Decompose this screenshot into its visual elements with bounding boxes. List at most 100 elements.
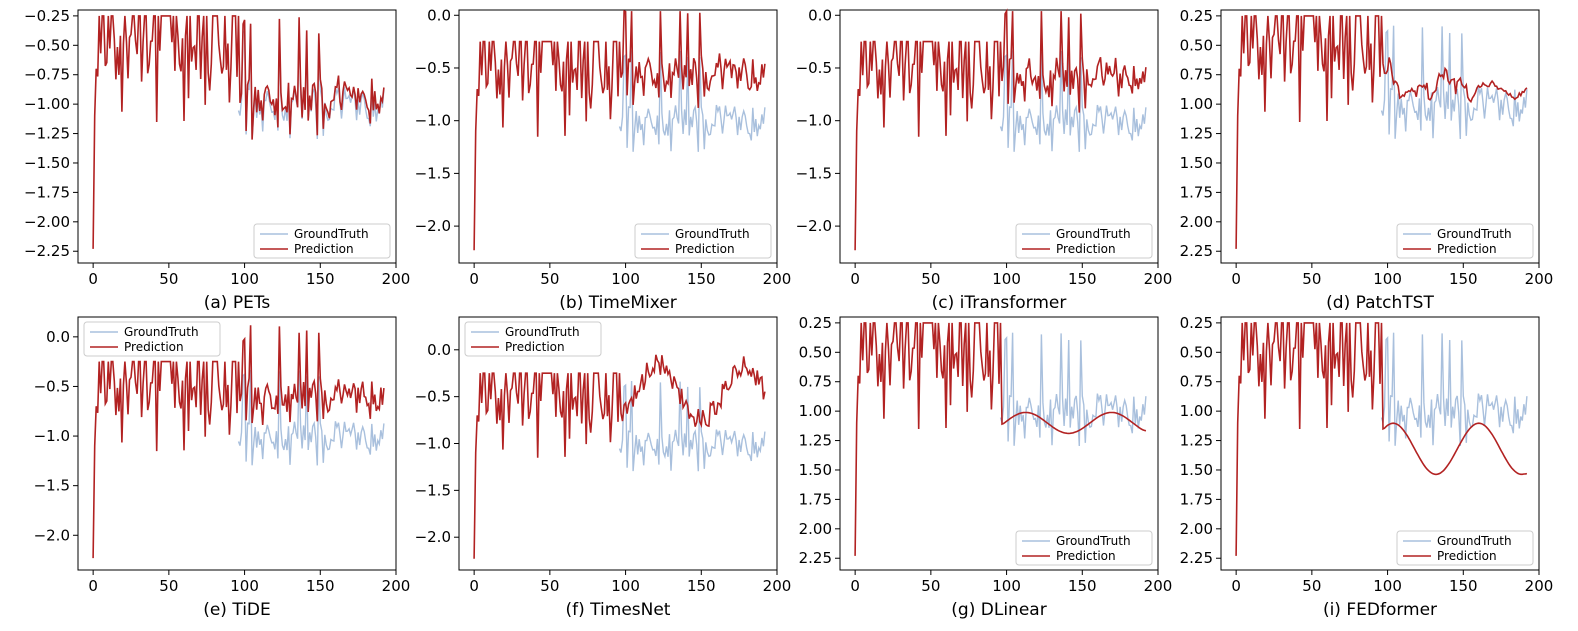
y-tick-label: −1.5 xyxy=(415,164,451,182)
x-tick-label: 0 xyxy=(850,270,860,288)
y-tick-label: −1.5 xyxy=(796,164,832,182)
y-tick-label: 0.25 xyxy=(1180,314,1213,332)
panel-caption: (c) iTransformer xyxy=(932,293,1067,313)
prediction-line xyxy=(1235,15,1528,249)
y-tick-label: 2.25 xyxy=(799,549,832,567)
y-tick-label: 1.75 xyxy=(799,490,832,508)
x-tick-label: 150 xyxy=(1068,270,1097,288)
y-tick-label: 0.0 xyxy=(46,328,70,346)
y-tick-label: 0.25 xyxy=(1180,7,1213,25)
ground-truth-line xyxy=(237,25,385,140)
legend-label: GroundTruth xyxy=(1056,534,1131,548)
y-tick-label: 0.0 xyxy=(427,341,451,359)
axes-frame xyxy=(77,9,397,264)
y-tick-label: 2.00 xyxy=(1180,213,1213,231)
y-tick-label: 2.00 xyxy=(799,520,832,538)
x-tick-label: 100 xyxy=(230,270,259,288)
chart-panel-2: 0 50 100 150 200 0.0 −0.5 −1.0 −1.5 −2.0 GroundTru… xyxy=(415,6,792,313)
ground-truth-line xyxy=(237,369,385,466)
y-tick-label: 1.50 xyxy=(1180,461,1213,479)
panel-caption: (a) PETs xyxy=(204,293,271,313)
y-tick-label: −1.5 xyxy=(34,477,70,495)
y-tick-label: 0.75 xyxy=(1180,66,1213,84)
legend-label: Prediction xyxy=(1056,549,1116,563)
x-tick-label: 200 xyxy=(763,270,792,288)
y-tick-label: 1.75 xyxy=(1180,183,1213,201)
x-tick-label: 150 xyxy=(306,270,335,288)
x-tick-label: 200 xyxy=(1144,577,1173,595)
y-tick-label: −1.25 xyxy=(24,125,70,143)
y-tick-label: 1.00 xyxy=(799,402,832,420)
chart-panel-5: 0 50 100 150 200 0.0 −0.5 −1.0 −1.5 −2.0 GroundTru… xyxy=(34,316,410,620)
x-tick-label: 50 xyxy=(1302,270,1321,288)
chart-panel-4: 0 50 100 150 200 0.25 0.50 0.75 1.00 1.25 1.50 1.75… xyxy=(1180,7,1554,313)
y-tick-label: −2.0 xyxy=(415,528,451,546)
y-tick-label: 1.25 xyxy=(799,432,832,450)
y-tick-label: −0.50 xyxy=(24,36,70,54)
legend-label: Prediction xyxy=(124,340,184,354)
y-tick-label: −0.5 xyxy=(796,59,832,77)
y-tick-label: −1.5 xyxy=(415,481,451,499)
y-tick-label: −1.0 xyxy=(796,112,832,130)
y-tick-label: −0.5 xyxy=(415,388,451,406)
panel-caption: (d) PatchTST xyxy=(1326,293,1434,313)
panel-caption: (f) TimesNet xyxy=(566,600,671,620)
legend-label: Prediction xyxy=(1437,549,1497,563)
legend-label: Prediction xyxy=(1437,242,1497,256)
legend-label: GroundTruth xyxy=(1437,534,1512,548)
y-tick-label: −1.0 xyxy=(34,427,70,445)
x-tick-label: 200 xyxy=(1525,270,1554,288)
y-tick-label: −0.25 xyxy=(24,7,70,25)
axes-frame xyxy=(839,9,1159,264)
y-tick-label: 1.50 xyxy=(1180,154,1213,172)
y-tick-label: −2.0 xyxy=(415,217,451,235)
y-tick-label: −2.0 xyxy=(796,217,832,235)
legend-label: GroundTruth xyxy=(1437,227,1512,241)
y-tick-label: −0.5 xyxy=(415,59,451,77)
x-tick-label: 50 xyxy=(921,270,940,288)
x-tick-label: 50 xyxy=(540,270,559,288)
y-tick-label: −1.00 xyxy=(24,95,70,113)
y-tick-label: 1.25 xyxy=(1180,432,1213,450)
panel-caption: (b) TimeMixer xyxy=(559,293,676,313)
axes-frame xyxy=(1220,316,1540,571)
y-tick-label: −0.75 xyxy=(24,66,70,84)
x-tick-label: 100 xyxy=(1373,270,1402,288)
x-tick-label: 100 xyxy=(992,270,1021,288)
ground-truth-line xyxy=(1380,332,1528,447)
chart-panel-1: 0 50 100 150 200 −0.25 −0.50 −0.75 −1.00 −1.25 −1.… xyxy=(24,7,410,313)
x-tick-label: 150 xyxy=(306,577,335,595)
chart-panel-8: 0 50 100 150 200 0.25 0.50 0.75 1.00 1.25 1.50 1.75… xyxy=(1180,314,1554,620)
x-tick-label: 0 xyxy=(469,270,479,288)
chart-panel-6: 0 50 100 150 200 0.0 −0.5 −1.0 −1.5 −2.0 GroundTru… xyxy=(415,316,791,620)
chart-panel-7: 0 50 100 150 200 0.25 0.50 0.75 1.00 1.25 1.50 1.75… xyxy=(799,314,1173,620)
x-tick-label: 150 xyxy=(687,577,716,595)
y-tick-label: 2.25 xyxy=(1180,549,1213,567)
x-tick-label: 200 xyxy=(382,270,411,288)
x-tick-label: 150 xyxy=(1449,577,1478,595)
ground-truth-line xyxy=(999,50,1147,152)
y-tick-label: 0.25 xyxy=(799,314,832,332)
ground-truth-line xyxy=(1380,25,1528,140)
legend-label: Prediction xyxy=(294,242,354,256)
panel-caption: (i) FEDformer xyxy=(1323,600,1437,620)
y-tick-label: 1.00 xyxy=(1180,402,1213,420)
x-tick-label: 100 xyxy=(611,270,640,288)
y-tick-label: 0.75 xyxy=(1180,373,1213,391)
y-tick-label: 2.00 xyxy=(1180,520,1213,538)
legend-label: GroundTruth xyxy=(124,325,199,339)
x-tick-label: 0 xyxy=(88,270,98,288)
legend-label: Prediction xyxy=(1056,242,1116,256)
y-tick-label: 0.50 xyxy=(799,343,832,361)
x-tick-label: 50 xyxy=(540,577,559,595)
prediction-line xyxy=(854,8,1147,251)
y-tick-label: −1.0 xyxy=(415,112,451,130)
